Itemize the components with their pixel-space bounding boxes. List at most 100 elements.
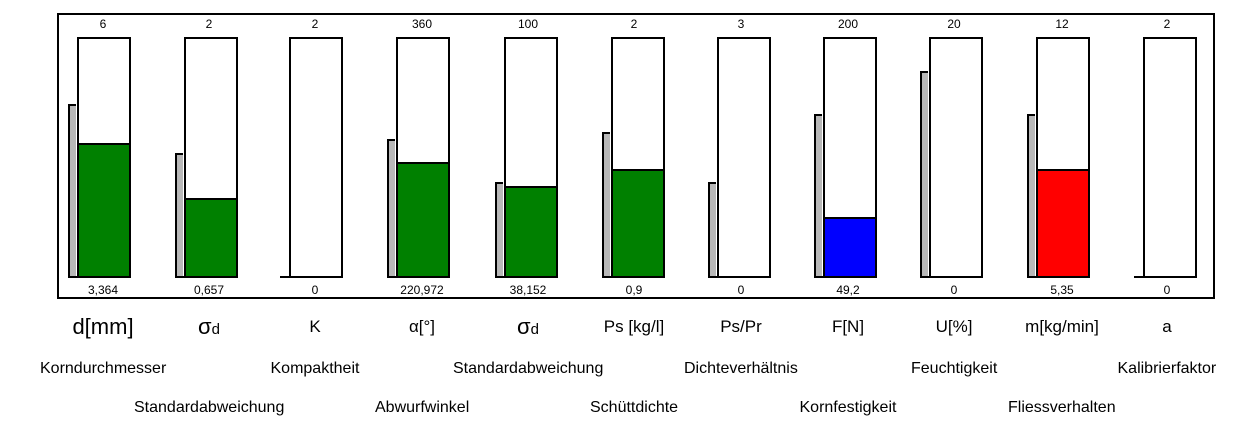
gauge-symbol: σd (198, 314, 220, 339)
gauge-tube (504, 37, 558, 278)
gauge-baseline (68, 276, 80, 278)
gauge-max-label: 20 (947, 17, 961, 31)
gauge-tube (184, 37, 238, 278)
gauge-max-label: 2 (1163, 17, 1171, 31)
gauge-max-label: 100 (517, 17, 539, 31)
gauge-max-label: 12 (1055, 17, 1069, 31)
gauge-tube (289, 37, 343, 278)
gauge-symbol: a (1162, 317, 1172, 336)
gauge-fill-edge (1038, 169, 1088, 171)
gauge-reference-marker (68, 104, 76, 278)
gauge-value-label: 0 (950, 283, 958, 297)
gauge-9: 20 0 (904, 0, 1004, 305)
gauge-value-label: 0 (1163, 283, 1171, 297)
gauge-reference-marker (814, 114, 822, 278)
gauge-value-label: 3,364 (87, 283, 119, 297)
gauge-reference-marker (387, 139, 395, 278)
gauge-baseline (280, 276, 292, 278)
gauge-symbol: U[%] (935, 317, 973, 336)
gauge-symbol: K (309, 317, 321, 336)
gauge-5: 100 38,152 (478, 0, 578, 305)
gauge-tube (77, 37, 131, 278)
gauge-name: Fliessverhalten (1008, 399, 1116, 416)
gauge-max-label: 2 (630, 17, 638, 31)
gauge-max-label: 2 (205, 17, 213, 31)
gauge-symbol: σd (517, 314, 539, 339)
gauge-max-label: 360 (411, 17, 433, 31)
gauge-tube (1143, 37, 1197, 278)
gauge-row: 6 3,364 2 0,657 2 0 360 220,972 100 38,152 2 0,9 3 0 2… (53, 0, 1217, 305)
gauge-name: Kalibrierfaktor (1117, 360, 1217, 377)
gauge-name: Schüttdichte (590, 399, 679, 416)
gauge-baseline (495, 276, 507, 278)
gauge-1: 6 3,364 (53, 0, 153, 305)
gauge-fill-bar (79, 143, 129, 276)
gauge-2: 2 0,657 (159, 0, 259, 305)
gauge-fill-bar (506, 186, 556, 276)
gauge-name: Kompaktheit (270, 360, 360, 377)
gauge-max-label: 6 (99, 17, 107, 31)
gauge-reference-marker (495, 182, 503, 278)
gauge-baseline (708, 276, 720, 278)
gauge-symbol: F[N] (831, 317, 865, 336)
gauge-fill-edge (506, 186, 556, 188)
gauge-value-label: 38,152 (509, 283, 547, 297)
gauge-name: Kornfestigkeit (799, 399, 897, 416)
gauge-fill-edge (613, 169, 663, 171)
gauge-4: 360 220,972 (372, 0, 472, 305)
gauge-value-label: 0,657 (193, 283, 225, 297)
gauge-symbol: Ps/Pr (720, 317, 762, 336)
gauge-fill-bar (1038, 169, 1088, 276)
gauge-name: Korndurchmesser (40, 360, 167, 377)
gauge-panel-frame (57, 13, 1215, 299)
gauge-name: Standardabweichung (134, 399, 285, 416)
gauge-reference-marker (1027, 114, 1035, 278)
gauge-tube (929, 37, 983, 278)
gauge-max-label: 3 (737, 17, 745, 31)
gauge-symbol: d[mm] (72, 314, 134, 339)
gauge-value-label: 0 (737, 283, 745, 297)
gauge-value-label: 220,972 (400, 283, 444, 297)
gauge-symbol: m[kg/min] (1025, 317, 1099, 336)
gauge-baseline (175, 276, 187, 278)
gauge-max-label: 2 (311, 17, 319, 31)
gauge-reference-marker (175, 153, 183, 278)
gauge-fill-edge (825, 217, 875, 219)
gauge-fill-edge (186, 198, 236, 200)
gauge-baseline (1134, 276, 1146, 278)
gauge-10: 12 5,35 (1012, 0, 1112, 305)
gauge-name: Feuchtigkeit (911, 360, 998, 377)
gauge-fill-bar (398, 162, 448, 276)
gauge-tube (717, 37, 771, 278)
gauge-tube (396, 37, 450, 278)
gauge-baseline (387, 276, 399, 278)
gauge-max-label: 200 (837, 17, 859, 31)
gauge-fill-edge (398, 162, 448, 164)
gauge-value-label: 0 (311, 283, 319, 297)
gauge-fill-bar (825, 217, 875, 276)
gauge-tube (1036, 37, 1090, 278)
gauge-8: 200 49,2 (798, 0, 898, 305)
gauge-reference-marker (602, 132, 610, 278)
gauge-value-label: 5,35 (1050, 283, 1074, 297)
gauge-symbol: Ps [kg/l] (603, 317, 665, 336)
gauge-value-label: 0,9 (625, 283, 643, 297)
gauge-baseline (814, 276, 826, 278)
gauge-fill-bar (613, 169, 663, 276)
gauge-fill-edge (79, 143, 129, 145)
gauge-baseline (602, 276, 614, 278)
gauge-fill-bar (186, 198, 236, 276)
gauge-baseline (920, 276, 932, 278)
gauge-baseline (1027, 276, 1039, 278)
gauge-name: Abwurfwinkel (375, 399, 470, 416)
gauge-reference-marker (920, 71, 928, 278)
gauge-symbol: α[°] (408, 317, 436, 336)
gauge-name: Standardabweichung (453, 360, 604, 377)
gauge-name: Dichteverhältnis (684, 360, 798, 377)
gauge-tube (823, 37, 877, 278)
gauge-reference-marker (708, 182, 716, 278)
gauge-tube (611, 37, 665, 278)
